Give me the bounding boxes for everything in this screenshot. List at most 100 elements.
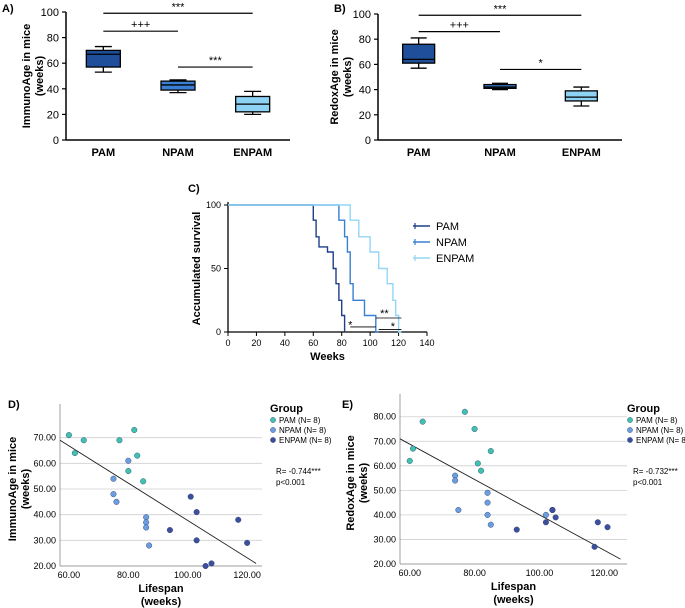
data-point xyxy=(143,519,150,526)
data-point xyxy=(406,457,413,464)
x-axis-title-line: Lifespan xyxy=(491,581,537,593)
x-axis-title: Weeks xyxy=(310,351,345,363)
y-tick-label: 60.00 xyxy=(33,458,56,468)
x-tick-label: 80 xyxy=(337,338,347,348)
data-point xyxy=(604,524,611,531)
y-axis-title: RedoxAge in mice(weeks) xyxy=(329,29,354,124)
legend-marker xyxy=(270,437,276,443)
data-point xyxy=(202,562,209,569)
data-point xyxy=(455,506,462,513)
data-point xyxy=(487,521,494,528)
significance-label: +++ xyxy=(450,20,469,32)
y-tick-label: 50.00 xyxy=(373,485,396,495)
y-tick-label: 70.00 xyxy=(33,433,56,443)
legend-title: Group xyxy=(627,403,660,415)
significance-label: * xyxy=(391,321,396,333)
y-tick-label: 100 xyxy=(353,9,371,21)
panel-d-scatter-chart: D) 20.00 30.00 40.00 50.00 60.00 70.00 60.00 80.… xyxy=(7,399,332,608)
legend-marker xyxy=(627,437,633,443)
y-axis-title: RedoxAge in mice(weeks) xyxy=(345,435,370,530)
y-axis-title-line: ImmunoAge in mice xyxy=(7,437,19,542)
regression-line xyxy=(59,439,257,564)
significance-label: *** xyxy=(172,1,186,13)
significance-label: *** xyxy=(209,55,223,67)
x-tick-label: 80.00 xyxy=(463,568,486,578)
y-tick-label: 40 xyxy=(359,85,371,97)
data-point xyxy=(484,499,491,506)
x-tick-label: 120.00 xyxy=(591,568,619,578)
box xyxy=(564,90,598,102)
x-axis-title-line: (weeks) xyxy=(493,594,534,606)
y-tick-label: 100 xyxy=(206,200,221,210)
data-point xyxy=(65,432,72,439)
y-tick-label: 30.00 xyxy=(373,534,396,544)
panel-label: D) xyxy=(8,399,20,411)
y-tick-label: 40 xyxy=(47,84,59,96)
significance-label: +++ xyxy=(131,19,150,31)
survival-line xyxy=(228,204,379,333)
data-point xyxy=(542,519,549,526)
data-point xyxy=(71,450,78,457)
panel-label: E) xyxy=(342,399,353,411)
y-tick-label: 50.00 xyxy=(33,484,56,494)
data-point xyxy=(552,514,559,521)
data-point xyxy=(143,514,150,521)
x-tick-label: 20 xyxy=(251,338,261,348)
significance-label: * xyxy=(539,57,544,69)
x-tick-label: 120.00 xyxy=(233,570,261,580)
data-point xyxy=(146,542,153,549)
box xyxy=(85,49,121,68)
x-tick-label: 80.00 xyxy=(117,570,140,580)
significance-label: ** xyxy=(380,308,389,320)
x-tick-label: 100.00 xyxy=(526,568,554,578)
legend-title: Group xyxy=(270,403,303,415)
y-tick-label: 40.00 xyxy=(33,510,56,520)
y-axis-title-line: ImmunoAge in mice xyxy=(21,24,33,129)
y-tick-label: 0 xyxy=(216,327,221,337)
y-tick-label: 20.00 xyxy=(33,561,56,571)
y-tick-label: 20.00 xyxy=(373,559,396,569)
data-point xyxy=(591,543,598,550)
data-point xyxy=(235,516,242,523)
legend-label: NPAM (N= 8) xyxy=(636,426,684,435)
category-label: NPAM xyxy=(484,147,516,159)
significance-label: * xyxy=(348,320,353,332)
stat-text: R= -0.732*** xyxy=(633,467,678,476)
data-point xyxy=(452,477,459,484)
data-point xyxy=(125,457,132,464)
category-label: ENPAM xyxy=(562,147,601,159)
legend-label: PAM xyxy=(436,221,459,233)
legend-label: PAM (N= 8) xyxy=(279,416,321,425)
legend-marker xyxy=(270,417,276,423)
x-axis-title: Lifespan (weeks) xyxy=(491,581,537,606)
y-axis-title-line: (weeks) xyxy=(20,468,32,509)
category-label: NPAM xyxy=(162,147,194,159)
data-point xyxy=(166,527,173,534)
data-point xyxy=(549,506,556,513)
stat-text: p<0.001 xyxy=(276,478,306,487)
y-tick-label: 70.00 xyxy=(373,436,396,446)
legend-marker xyxy=(270,427,276,433)
y-axis-title-line: (weeks) xyxy=(358,462,370,503)
y-tick-label: 60 xyxy=(47,58,59,70)
y-tick-label: 80 xyxy=(359,34,371,46)
legend-label: PAM (N= 8) xyxy=(636,416,678,425)
survival-line xyxy=(228,204,402,333)
y-tick-label: 60.00 xyxy=(373,461,396,471)
y-tick-label: 0 xyxy=(365,135,371,147)
y-axis-title: Accumulated survival xyxy=(191,212,203,326)
data-point xyxy=(110,491,117,498)
y-tick-label: 20 xyxy=(359,110,371,122)
panel-c-survival-chart: C) Accumulated survival Weeks 0 50 100 0 20 40 60… xyxy=(188,183,474,363)
data-point xyxy=(474,460,481,467)
x-axis-title-line: (weeks) xyxy=(141,596,182,608)
legend-marker xyxy=(627,427,633,433)
y-axis-title: ImmunoAge in mice(weeks) xyxy=(21,24,46,129)
legend-label: ENPAM (N= 8) xyxy=(279,436,332,445)
x-tick-label: 140 xyxy=(419,338,434,348)
x-axis-title-line: Lifespan xyxy=(138,583,184,595)
data-point xyxy=(594,519,601,526)
data-point xyxy=(193,509,200,516)
panel-label: A) xyxy=(2,3,14,15)
category-label: ENPAM xyxy=(233,147,272,159)
